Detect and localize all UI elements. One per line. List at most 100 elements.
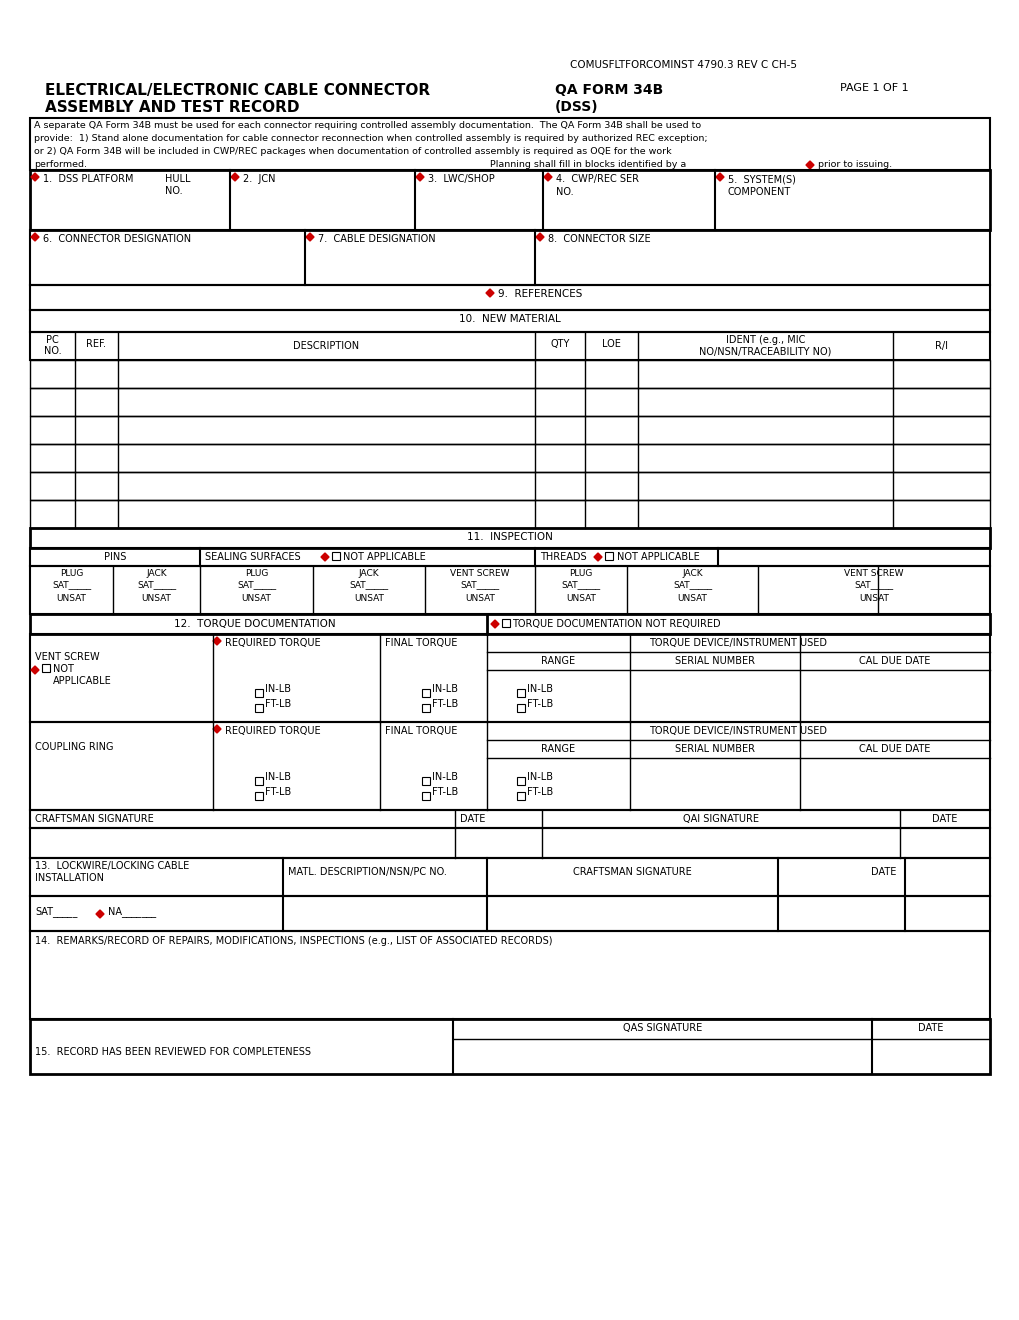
Text: SAT_____: SAT_____	[460, 579, 499, 589]
Text: JACK: JACK	[359, 569, 379, 578]
Text: LOE: LOE	[601, 339, 621, 348]
Text: NA_______: NA_______	[108, 906, 156, 917]
Polygon shape	[543, 173, 551, 181]
Text: 11.  INSPECTION: 11. INSPECTION	[467, 532, 552, 543]
Text: 10.  NEW MATERIAL: 10. NEW MATERIAL	[459, 314, 560, 323]
Text: NO.: NO.	[555, 187, 573, 197]
Text: IN-LB: IN-LB	[265, 684, 290, 694]
Text: VENT SCREW: VENT SCREW	[35, 652, 100, 663]
Text: NOT APPLICABLE: NOT APPLICABLE	[616, 552, 699, 562]
Text: 8.  CONNECTOR SIZE: 8. CONNECTOR SIZE	[547, 234, 650, 244]
Bar	[30, 828, 989, 858]
Text: 13.  LOCKWIRE/LOCKING CABLE: 13. LOCKWIRE/LOCKING CABLE	[35, 861, 190, 871]
Text: IN-LB: IN-LB	[527, 684, 552, 694]
Text: 15.  RECORD HAS BEEN REVIEWED FOR COMPLETENESS: 15. RECORD HAS BEEN REVIEWED FOR COMPLET…	[35, 1047, 311, 1057]
Text: A separate QA Form 34B must be used for each connector requiring controlled asse: A separate QA Form 34B must be used for …	[34, 121, 700, 129]
Text: FINAL TORQUE: FINAL TORQUE	[384, 726, 457, 737]
Bar	[517, 777, 525, 785]
Text: prior to issuing.: prior to issuing.	[817, 160, 892, 169]
Text: NOT: NOT	[53, 664, 73, 675]
Bar	[422, 689, 430, 697]
Text: SAT_____: SAT_____	[52, 579, 91, 589]
Text: REQUIRED TORQUE: REQUIRED TORQUE	[225, 726, 320, 737]
Text: PLUG: PLUG	[245, 569, 268, 578]
Bar	[30, 230, 989, 285]
Bar	[30, 360, 989, 388]
Text: PC: PC	[46, 335, 59, 345]
Text: PLUG: PLUG	[60, 569, 84, 578]
Text: 4.  CWP/REC SER: 4. CWP/REC SER	[555, 174, 638, 183]
Text: REQUIRED TORQUE: REQUIRED TORQUE	[225, 638, 320, 648]
Text: CAL DUE DATE: CAL DUE DATE	[858, 744, 929, 754]
Text: FT-LB: FT-LB	[432, 787, 458, 797]
Text: NO.: NO.	[44, 346, 61, 356]
Text: COUPLING RING: COUPLING RING	[35, 742, 113, 752]
Text: QTY: QTY	[550, 339, 570, 348]
Text: IN-LB: IN-LB	[432, 772, 458, 781]
Bar	[30, 170, 989, 230]
Text: or 2) QA Form 34B will be included in CWP/REC packages when documentation of con: or 2) QA Form 34B will be included in CW…	[34, 147, 671, 156]
Text: HULL: HULL	[165, 174, 191, 183]
Text: UNSAT: UNSAT	[354, 594, 383, 603]
Text: NO/NSN/TRACEABILITY NO): NO/NSN/TRACEABILITY NO)	[699, 346, 830, 356]
Text: SAT_____: SAT_____	[35, 906, 77, 917]
Bar	[604, 552, 612, 560]
Text: QAI SIGNATURE: QAI SIGNATURE	[683, 814, 758, 824]
Text: APPLICABLE: APPLICABLE	[53, 676, 112, 686]
Bar	[30, 614, 989, 634]
Bar	[30, 500, 989, 528]
Bar	[30, 444, 989, 473]
Polygon shape	[306, 234, 314, 242]
Bar	[255, 704, 263, 711]
Bar	[501, 619, 510, 627]
Bar	[30, 333, 989, 360]
Text: (DSS): (DSS)	[554, 100, 598, 114]
Bar	[30, 388, 989, 416]
Polygon shape	[485, 289, 493, 297]
Text: SAT_____: SAT_____	[350, 579, 388, 589]
Bar	[517, 792, 525, 800]
Bar	[30, 896, 989, 931]
Text: FINAL TORQUE: FINAL TORQUE	[384, 638, 457, 648]
Bar	[30, 285, 989, 310]
Text: REF.: REF.	[87, 339, 106, 348]
Bar	[517, 704, 525, 711]
Text: CRAFTSMAN SIGNATURE: CRAFTSMAN SIGNATURE	[35, 814, 154, 824]
Text: provide:  1) Stand alone documentation for cable connector reconnection when con: provide: 1) Stand alone documentation fo…	[34, 135, 707, 143]
Text: DESCRIPTION: DESCRIPTION	[293, 341, 360, 351]
Text: UNSAT: UNSAT	[142, 594, 171, 603]
Text: FT-LB: FT-LB	[527, 787, 552, 797]
Bar	[30, 117, 989, 170]
Bar	[30, 310, 989, 333]
Bar	[255, 777, 263, 785]
Text: UNSAT: UNSAT	[242, 594, 271, 603]
Bar	[30, 931, 989, 1019]
Text: FT-LB: FT-LB	[527, 700, 552, 709]
Text: SEALING SURFACES: SEALING SURFACES	[205, 552, 301, 562]
Text: UNSAT: UNSAT	[465, 594, 494, 603]
Text: SAT_____: SAT_____	[854, 579, 893, 589]
Text: Planning shall fill in blocks identified by a: Planning shall fill in blocks identified…	[489, 160, 686, 169]
Text: PLUG: PLUG	[569, 569, 592, 578]
Text: performed.: performed.	[34, 160, 87, 169]
Text: 5.  SYSTEM(S): 5. SYSTEM(S)	[728, 174, 795, 183]
Text: IN-LB: IN-LB	[432, 684, 458, 694]
Text: R/I: R/I	[934, 341, 947, 351]
Bar	[30, 810, 989, 828]
Polygon shape	[416, 173, 424, 181]
Text: INSTALLATION: INSTALLATION	[35, 873, 104, 883]
Text: IN-LB: IN-LB	[527, 772, 552, 781]
Text: QAS SIGNATURE: QAS SIGNATURE	[623, 1023, 701, 1034]
Text: ELECTRICAL/ELECTRONIC CABLE CONNECTOR: ELECTRICAL/ELECTRONIC CABLE CONNECTOR	[45, 83, 430, 98]
Text: DATE: DATE	[460, 814, 485, 824]
Text: 12.  TORQUE DOCUMENTATION: 12. TORQUE DOCUMENTATION	[174, 619, 335, 630]
Bar	[30, 416, 989, 444]
Text: IDENT (e.g., MIC: IDENT (e.g., MIC	[726, 335, 804, 345]
Text: RANGE: RANGE	[541, 744, 575, 754]
Text: QA FORM 34B: QA FORM 34B	[554, 83, 662, 96]
Text: TORQUE DOCUMENTATION NOT REQUIRED: TORQUE DOCUMENTATION NOT REQUIRED	[512, 619, 719, 630]
Text: 6.  CONNECTOR DESIGNATION: 6. CONNECTOR DESIGNATION	[43, 234, 191, 244]
Text: DATE: DATE	[917, 1023, 943, 1034]
Text: FT-LB: FT-LB	[265, 787, 291, 797]
Text: FT-LB: FT-LB	[265, 700, 291, 709]
